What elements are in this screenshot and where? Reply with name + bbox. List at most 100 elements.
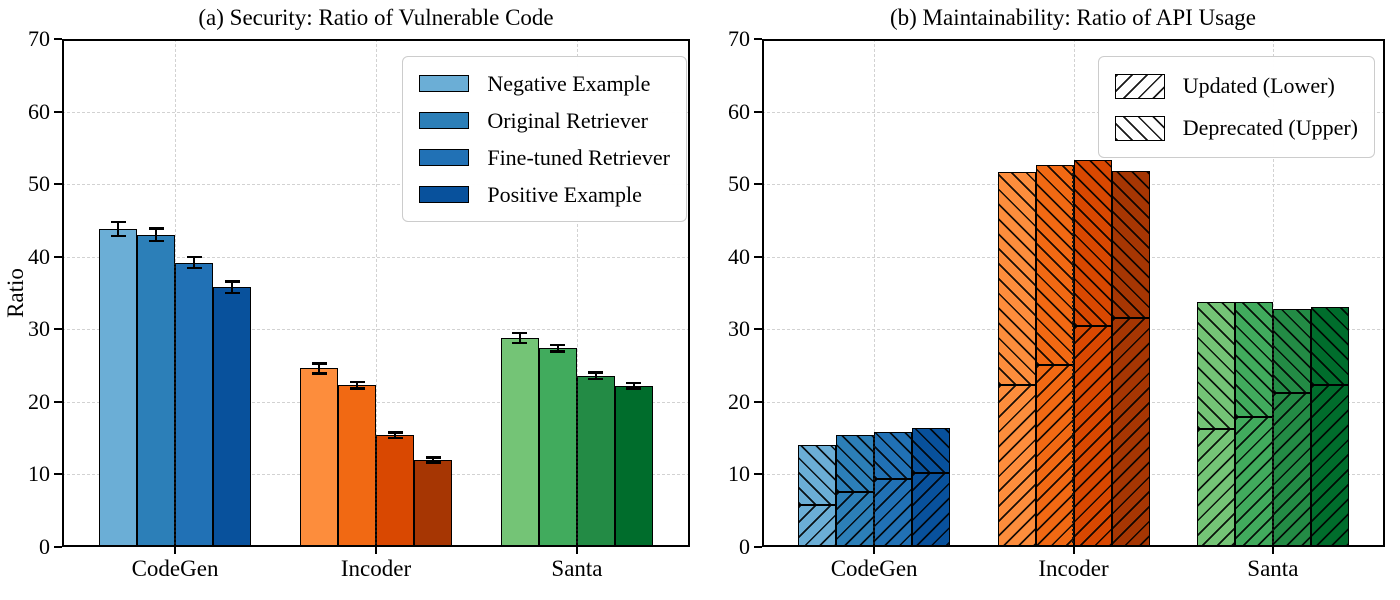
v-gridline (1272, 39, 1274, 547)
legend-item: Updated (Lower) (1114, 65, 1358, 107)
error-bar-cap (186, 255, 202, 259)
stacked-bar-upper-segment (874, 432, 913, 479)
y-tick (754, 473, 762, 476)
error-bar (317, 363, 321, 374)
bar (538, 348, 577, 547)
y-tick-label: 40 (28, 243, 50, 269)
error-bar-cap (387, 431, 403, 434)
error-bar-cap (224, 291, 240, 294)
y-tick (754, 400, 762, 403)
x-tick (375, 547, 377, 554)
error-bar-cap (550, 350, 566, 353)
category-label: Incoder (340, 556, 412, 581)
x-tick (174, 547, 177, 554)
legend-item-label: Fine-tuned Retriever (487, 144, 670, 170)
bar (137, 234, 176, 547)
category-label: Santa (551, 556, 603, 581)
x-tick (1271, 547, 1274, 554)
error-bar (393, 432, 397, 439)
error-bar-cap (148, 239, 164, 243)
stacked-bar-upper-segment (1035, 165, 1074, 365)
y-tick-label: 50 (28, 171, 50, 197)
legend-color-swatch (419, 75, 470, 92)
category-label: CodeGen (830, 556, 918, 581)
group-center-dotted-line (1072, 165, 1075, 547)
stacked-bar-lower-segment (1234, 417, 1273, 547)
error-bar-cap (550, 343, 566, 347)
error-bar-cap (148, 227, 164, 230)
stacked-bar-upper-segment (1196, 301, 1235, 429)
v-gridline (376, 39, 377, 547)
group-center-dotted-line (1271, 308, 1274, 547)
legend-item-label: Positive Example (487, 181, 642, 207)
y-tick-label: 50 (728, 171, 750, 197)
stacked-bar-upper-segment (1073, 160, 1112, 326)
legend-color-swatch (419, 186, 470, 203)
error-bar-cap (110, 220, 126, 224)
bar (175, 262, 214, 547)
legend-item-label: Deprecated (Upper) (1182, 115, 1358, 140)
x-tick (575, 547, 578, 554)
stacked-bar-lower-segment (1310, 385, 1349, 547)
v-gridline (874, 39, 876, 547)
error-bar-cap (186, 266, 202, 270)
error-bar (355, 381, 359, 389)
bar (414, 459, 452, 547)
y-tick (754, 38, 762, 40)
bar (500, 338, 539, 547)
legend-item: Original Retriever (419, 102, 670, 139)
stacked-bar-lower-segment (997, 385, 1036, 547)
y-tick (754, 328, 762, 331)
error-bar-cap (512, 331, 528, 335)
stacked-bar-upper-segment (1310, 306, 1349, 386)
y-tick (54, 183, 62, 186)
error-bar (556, 344, 560, 352)
legend-item-label: Updated (Lower) (1182, 73, 1335, 98)
error-bar (230, 281, 234, 293)
y-tick (54, 38, 62, 40)
stacked-bar-upper-segment (1111, 171, 1150, 319)
group-center-dotted-line (374, 435, 377, 547)
y-tick (754, 546, 762, 548)
legend-item: Deprecated (Upper) (1114, 107, 1358, 149)
bar (99, 229, 138, 547)
v-gridline (576, 39, 578, 547)
panel-a-title: (a) Security: Ratio of Vulnerable Code (198, 5, 554, 30)
y-tick-label: 20 (728, 388, 750, 414)
y-tick-label: 70 (28, 26, 50, 51)
error-bar-cap (512, 341, 528, 345)
panel-b-title: (b) Maintainability: Ratio of API Usage (889, 5, 1257, 30)
legend-item: Negative Example (419, 65, 670, 102)
legend-hatch-swatch (1114, 115, 1165, 141)
legend-item: Fine-tuned Retriever (419, 139, 670, 176)
stacked-bar-upper-segment (997, 171, 1036, 386)
error-bar-cap (387, 436, 403, 440)
bar (213, 287, 252, 547)
y-tick-label: 10 (728, 461, 750, 487)
stacked-bar-upper-segment (1272, 308, 1311, 394)
y-tick (54, 473, 62, 476)
stacked-bar-lower-segment (912, 472, 951, 547)
y-tick-label: 10 (28, 461, 50, 487)
y-tick (754, 110, 762, 113)
panel-b-legend: Updated (Lower) Deprecated (Upper) (1097, 56, 1375, 158)
y-tick-label: 0 (39, 534, 50, 559)
bar (338, 385, 376, 547)
panel-a-plot-area (62, 39, 690, 547)
category-label: Incoder (1038, 556, 1109, 581)
panel-a-legend: Negative Example Original Retriever Fine-t… (402, 56, 687, 222)
y-tick-label: 40 (728, 243, 750, 269)
group-center-dotted-line (173, 262, 176, 547)
bar (300, 368, 338, 547)
y-tick (54, 255, 62, 258)
error-bar-cap (349, 380, 365, 384)
legend-color-swatch (419, 112, 470, 129)
y-tick (754, 183, 762, 186)
error-bar (594, 372, 598, 380)
y-tick-label: 70 (728, 26, 750, 51)
error-bar-cap (110, 234, 126, 238)
x-tick (1072, 547, 1075, 554)
y-tick-label: 0 (739, 534, 750, 559)
y-tick (54, 546, 62, 548)
legend-item: Positive Example (419, 176, 670, 213)
